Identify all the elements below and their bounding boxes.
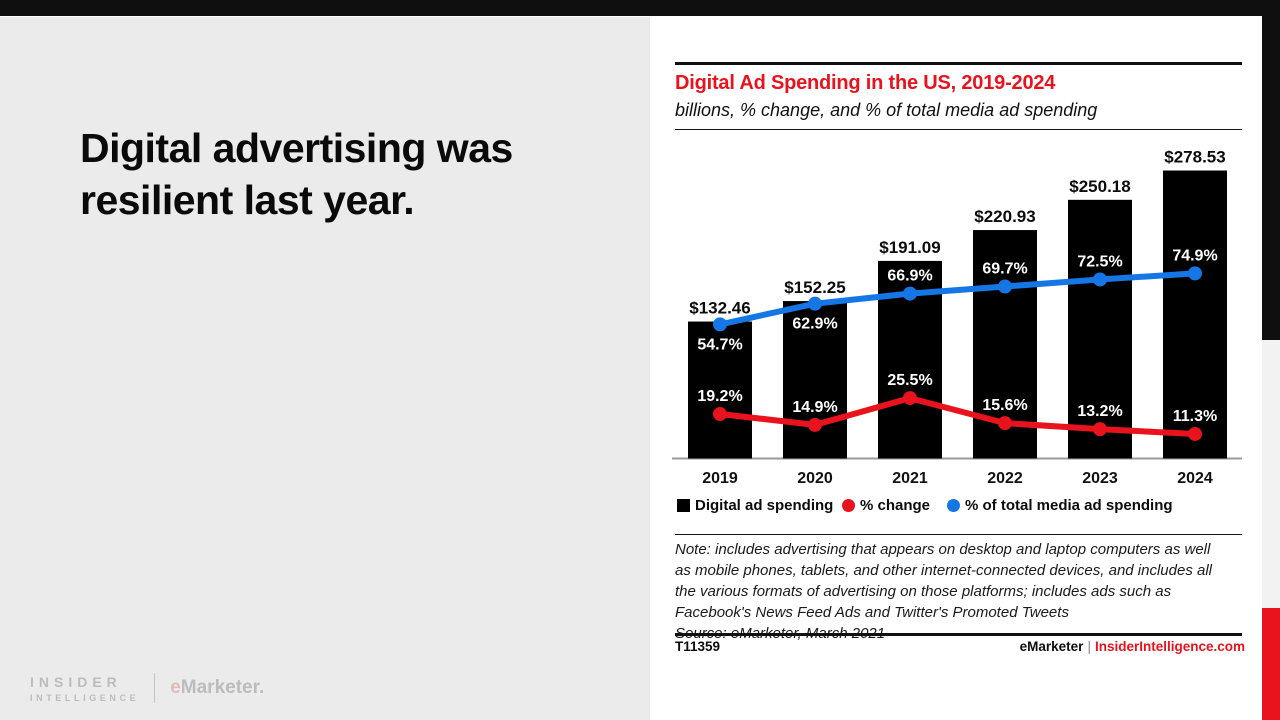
insider-intelligence-logo: INSIDER INTELLIGENCE — [30, 674, 139, 703]
chart-card: Digital Ad Spending in the US, 2019-2024… — [650, 16, 1262, 720]
insider-wordmark: INSIDER — [30, 673, 122, 690]
logo-divider — [154, 673, 156, 703]
svg-text:66.9%: 66.9% — [887, 268, 932, 285]
svg-text:19.2%: 19.2% — [697, 388, 742, 405]
footer-emarketer: eMarketer — [1019, 639, 1084, 654]
chart-subtitle: billions, % change, and % of total media… — [675, 100, 1098, 120]
intelligence-wordmark: INTELLIGENCE — [30, 692, 140, 703]
svg-text:2020: 2020 — [797, 470, 833, 487]
legend-item-pct-change: % change — [842, 496, 930, 514]
edge-strip-red — [1262, 608, 1280, 720]
legend-label: % change — [860, 496, 931, 514]
legend-label: % of total media ad spending — [965, 496, 1173, 514]
edge-strip-black — [1262, 16, 1280, 340]
svg-text:62.9%: 62.9% — [792, 316, 837, 333]
bar-line-chart: $132.46 2019 $152.25 2020 $191.09 2021 $220.93… — [672, 147, 1242, 487]
brand-logos: INSIDER INTELLIGENCE eMarketer. — [30, 673, 264, 703]
chart-note: Note: includes advertising that appears … — [675, 539, 1250, 644]
svg-text:$220.93: $220.93 — [974, 207, 1035, 226]
top-black-bar — [0, 0, 1280, 16]
header-rule — [675, 129, 1242, 130]
note-line: the various formats of advertising on th… — [675, 583, 1172, 600]
chart-legend: Digital ad spending % change % of total … — [650, 496, 1262, 514]
note-line: Note: includes advertising that appears … — [675, 541, 1211, 558]
svg-text:2021: 2021 — [892, 470, 928, 487]
svg-text:$132.46: $132.46 — [689, 299, 750, 318]
svg-text:2024: 2024 — [1177, 470, 1213, 487]
svg-text:13.2%: 13.2% — [1077, 403, 1122, 420]
legend-label: Digital ad spending — [695, 496, 834, 514]
chart-footer: T11359 eMarketer | InsiderIntelligence.com — [675, 639, 1245, 654]
footer-brand-line: eMarketer | InsiderIntelligence.com — [1020, 639, 1245, 654]
svg-text:$250.18: $250.18 — [1069, 177, 1130, 196]
svg-text:2019: 2019 — [702, 470, 738, 487]
bar-series-swatch-icon — [677, 498, 690, 512]
svg-text:15.6%: 15.6% — [982, 397, 1027, 414]
pct-of-total-dot-icon — [947, 498, 960, 512]
svg-text:74.9%: 74.9% — [1172, 247, 1217, 264]
emarketer-logo-e: e — [170, 677, 181, 698]
edge-strip-gray — [1262, 340, 1280, 608]
svg-text:72.5%: 72.5% — [1077, 253, 1122, 270]
svg-text:54.7%: 54.7% — [697, 336, 742, 353]
svg-text:11.3%: 11.3% — [1173, 408, 1217, 425]
svg-text:2022: 2022 — [987, 470, 1023, 487]
svg-text:2023: 2023 — [1082, 470, 1118, 487]
footer-separator: | — [1087, 639, 1091, 654]
svg-text:$152.25: $152.25 — [784, 278, 845, 297]
svg-text:69.7%: 69.7% — [982, 261, 1027, 278]
legend-item-pct-of-total: % of total media ad spending — [947, 496, 1173, 514]
note-line: as mobile phones, tablets, and other int… — [675, 562, 1213, 579]
footer-site-link[interactable]: InsiderIntelligence.com — [1094, 639, 1245, 654]
footer-rule — [675, 633, 1242, 636]
pct-change-dot-icon — [842, 498, 855, 512]
chart-title: Digital Ad Spending in the US, 2019-2024 — [675, 72, 1056, 94]
svg-text:$278.53: $278.53 — [1164, 147, 1225, 166]
svg-text:14.9%: 14.9% — [792, 399, 837, 416]
note-line: Facebook's News Feed Ads and Twitter's P… — [675, 604, 1069, 621]
top-rule — [675, 62, 1242, 65]
emarketer-logo-rest: Marketer. — [180, 677, 265, 698]
emarketer-logo: eMarketer. — [170, 677, 264, 699]
svg-text:25.5%: 25.5% — [887, 372, 932, 389]
left-panel: Digital advertising was resilient last y… — [0, 17, 650, 720]
slide-headline: Digital advertising was resilient last y… — [80, 125, 513, 223]
legend-item-digital-ad-spending: Digital ad spending — [677, 496, 833, 514]
note-rule — [675, 534, 1242, 535]
chart-id: T11359 — [675, 639, 721, 654]
svg-text:$191.09: $191.09 — [879, 238, 940, 257]
